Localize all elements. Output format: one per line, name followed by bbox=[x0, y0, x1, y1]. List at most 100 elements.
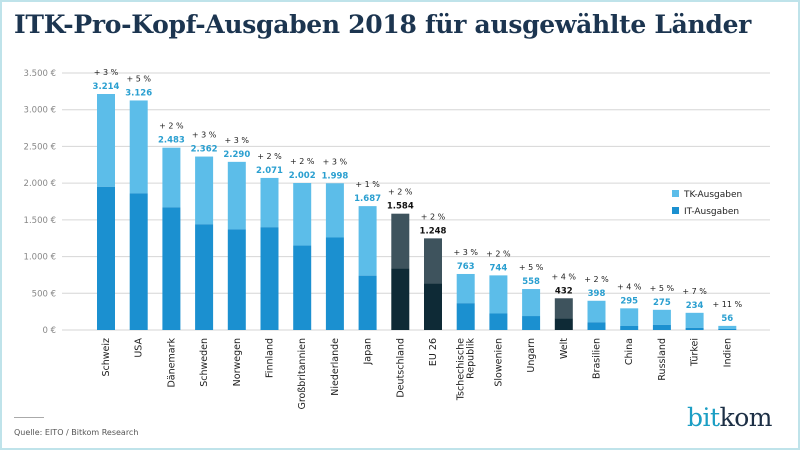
bar-tk-18 bbox=[685, 312, 704, 328]
bar-it-10 bbox=[424, 283, 442, 330]
bar-it-1 bbox=[129, 193, 148, 330]
bar-it-6 bbox=[293, 245, 312, 330]
x-tick-label: Republik bbox=[466, 338, 477, 379]
growth-label: + 2 % bbox=[159, 122, 184, 131]
bar-tk-15 bbox=[587, 300, 606, 323]
growth-label: + 2 % bbox=[257, 152, 282, 161]
legend-swatch-tk bbox=[672, 190, 679, 197]
total-label: 234 bbox=[686, 301, 704, 311]
bitkom-logo: bitkom bbox=[687, 403, 772, 432]
x-tick-label: Türkei bbox=[690, 338, 701, 367]
growth-label: + 3 % bbox=[94, 68, 119, 77]
total-label: 2.483 bbox=[158, 136, 185, 146]
bar-it-4 bbox=[227, 229, 246, 330]
bar-tk-13 bbox=[522, 289, 541, 317]
x-tick-label: Schweden bbox=[199, 338, 210, 387]
total-label: 398 bbox=[588, 289, 606, 299]
bar-it-16 bbox=[620, 325, 639, 330]
chart-title: ITK-Pro-Kopf-Ausgaben 2018 für ausgewähl… bbox=[14, 10, 752, 39]
x-tick-label: EU 26 bbox=[428, 338, 439, 366]
bar-it-11 bbox=[456, 303, 475, 330]
x-tick-label: Großbritannien bbox=[297, 338, 308, 410]
growth-label: + 2 % bbox=[421, 212, 446, 221]
total-label: 2.290 bbox=[223, 150, 250, 160]
growth-label: + 2 % bbox=[388, 188, 413, 197]
growth-label: + 1 % bbox=[355, 180, 380, 189]
y-tick-label: 3.000 € bbox=[24, 106, 56, 116]
bar-tk-11 bbox=[456, 273, 475, 304]
total-label: 2.071 bbox=[256, 166, 283, 176]
x-tick-label: Dänemark bbox=[166, 338, 177, 388]
bar-it-13 bbox=[522, 316, 541, 330]
legend-label-it: IT-Ausgaben bbox=[684, 207, 739, 217]
bar-it-19 bbox=[718, 328, 737, 330]
x-tick-label: Japan bbox=[363, 338, 374, 366]
x-tick-label: Welt bbox=[559, 338, 570, 359]
growth-label: + 5 % bbox=[519, 263, 544, 272]
bar-tk-1 bbox=[129, 100, 148, 194]
total-label: 2.002 bbox=[289, 171, 316, 181]
x-tick-label: Finnland bbox=[265, 338, 276, 378]
bar-tk-6 bbox=[293, 182, 312, 246]
x-tick-label: Brasilien bbox=[592, 338, 603, 379]
bar-it-8 bbox=[358, 275, 377, 330]
y-tick-label: 3.500 € bbox=[24, 69, 56, 79]
y-tick-label: 0 € bbox=[42, 326, 56, 336]
x-tick-label: Slowenien bbox=[493, 338, 504, 387]
legend-label-tk: TK-Ausgaben bbox=[683, 190, 742, 200]
total-label: 275 bbox=[653, 298, 671, 308]
x-tick-label: Deutschland bbox=[395, 338, 406, 398]
x-tick-label: Norwegen bbox=[232, 338, 243, 386]
total-label: 763 bbox=[457, 262, 475, 272]
total-label: 295 bbox=[620, 296, 638, 306]
total-label: 3.126 bbox=[125, 88, 152, 98]
growth-label: + 3 % bbox=[453, 248, 478, 257]
x-tick-label: China bbox=[624, 338, 635, 365]
y-tick-label: 500 € bbox=[32, 289, 56, 299]
bar-it-12 bbox=[489, 313, 508, 330]
bar-tk-16 bbox=[620, 308, 639, 326]
x-tick-label: Ungarn bbox=[526, 338, 537, 373]
bar-it-7 bbox=[325, 237, 344, 330]
bar-tk-14 bbox=[554, 298, 573, 319]
bar-tk-12 bbox=[489, 275, 508, 314]
bar-tk-3 bbox=[195, 156, 214, 225]
source-note: Quelle: EITO / Bitkom Research bbox=[14, 428, 139, 437]
bar-it-17 bbox=[652, 324, 671, 330]
logo-part-kom: kom bbox=[719, 403, 773, 432]
legend-swatch-it bbox=[672, 207, 679, 214]
total-label: 744 bbox=[490, 263, 508, 273]
y-tick-label: 1.000 € bbox=[24, 253, 56, 263]
growth-label: + 11 % bbox=[713, 300, 743, 309]
growth-label: + 2 % bbox=[486, 249, 511, 258]
x-tick-label: Schweiz bbox=[101, 338, 112, 377]
y-tick-label: 2.500 € bbox=[24, 142, 56, 152]
bar-it-0 bbox=[97, 186, 115, 330]
bar-it-5 bbox=[260, 227, 279, 330]
bar-it-3 bbox=[195, 224, 214, 330]
growth-label: + 3 % bbox=[225, 136, 250, 145]
bar-tk-7 bbox=[325, 183, 344, 238]
growth-label: + 7 % bbox=[682, 287, 707, 296]
y-tick-label: 2.000 € bbox=[24, 179, 56, 189]
source-divider bbox=[14, 417, 44, 418]
bar-tk-2 bbox=[162, 147, 181, 208]
bar-tk-5 bbox=[260, 177, 279, 228]
bar-tk-8 bbox=[358, 206, 377, 276]
growth-label: + 5 % bbox=[126, 74, 151, 83]
bar-tk-0 bbox=[97, 94, 115, 187]
total-label: 1.998 bbox=[321, 171, 348, 181]
growth-label: + 2 % bbox=[584, 275, 609, 284]
x-tick-label: Russland bbox=[657, 338, 668, 381]
bar-it-15 bbox=[587, 322, 606, 330]
total-label: 3.214 bbox=[93, 82, 120, 92]
total-label: 1.248 bbox=[420, 226, 447, 236]
x-tick-label: Tschechische bbox=[456, 338, 467, 401]
x-tick-label: Indien bbox=[722, 338, 733, 367]
bar-tk-9 bbox=[391, 213, 410, 269]
growth-label: + 2 % bbox=[290, 157, 315, 166]
total-label: 2.362 bbox=[191, 145, 218, 155]
bar-tk-10 bbox=[424, 238, 442, 284]
growth-label: + 3 % bbox=[323, 157, 348, 166]
